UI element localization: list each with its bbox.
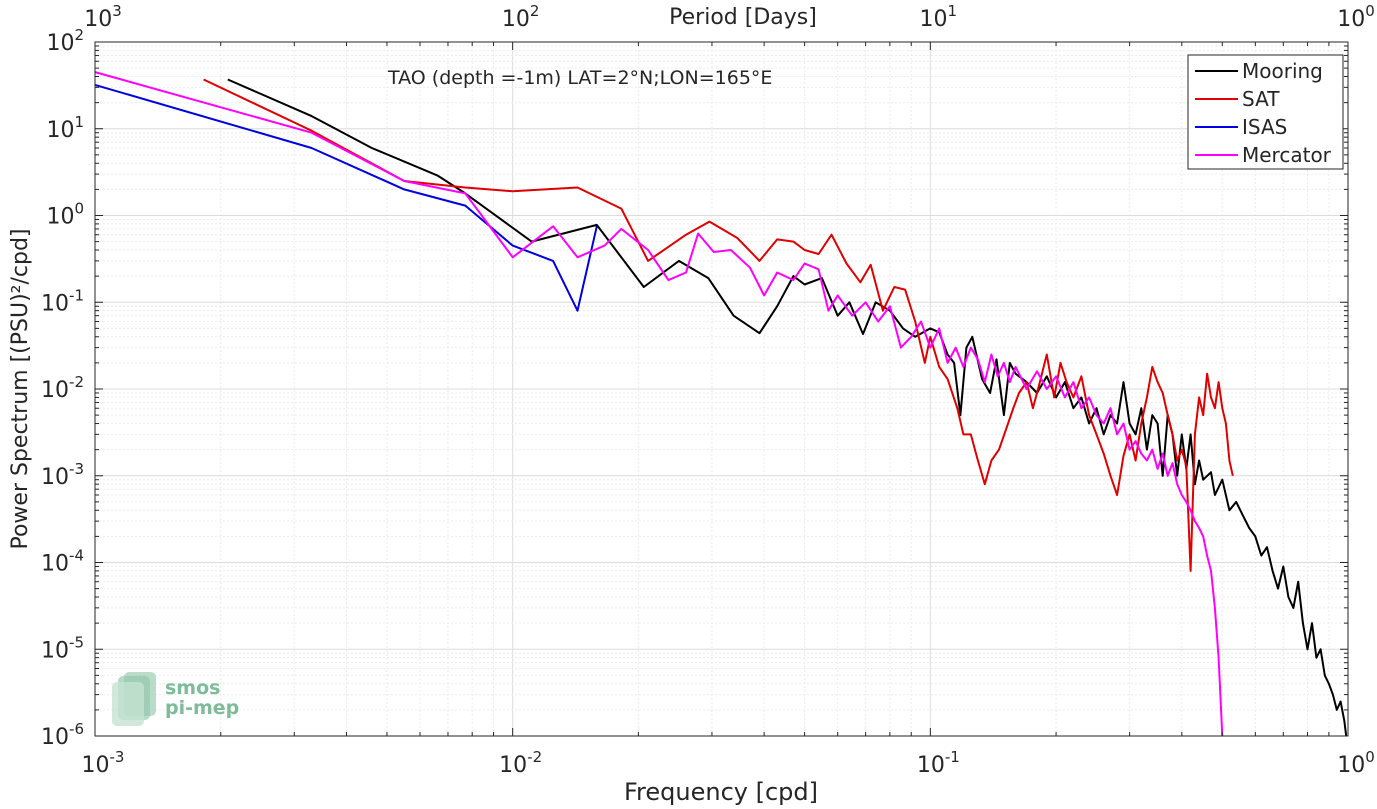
x-tick-label: 100 bbox=[1337, 748, 1375, 778]
chart-title: TAO (depth =-1m) LAT=2°N;LON=165°E bbox=[387, 67, 772, 89]
y-tick-label: 102 bbox=[46, 26, 84, 56]
legend-label-isas: ISAS bbox=[1242, 115, 1287, 139]
top-tick-label: 100 bbox=[1337, 2, 1375, 32]
x-axis-label: Frequency [cpd] bbox=[624, 778, 818, 806]
y-tick-label: 10-2 bbox=[41, 373, 84, 403]
series-line-mooring bbox=[227, 78, 1348, 737]
logo-mark-icon bbox=[112, 672, 156, 726]
legend-label-mooring: Mooring bbox=[1242, 59, 1323, 83]
y-tick-label: 10-4 bbox=[41, 547, 84, 577]
top-tick-label: 103 bbox=[84, 2, 122, 32]
top-tick-label: 101 bbox=[920, 2, 958, 32]
y-tick-label: 10-5 bbox=[41, 633, 84, 663]
top-tick-label: 102 bbox=[502, 2, 540, 32]
legend-label-mercator: Mercator bbox=[1242, 143, 1332, 167]
legend: Mooring SAT ISAS Mercator bbox=[1187, 54, 1344, 170]
y-tick-label: 10-6 bbox=[41, 720, 84, 750]
legend-box bbox=[1187, 54, 1344, 170]
y-tick-label: 101 bbox=[46, 113, 84, 143]
logo-text-smos: smos bbox=[165, 677, 220, 699]
top-axis-label: Period [Days] bbox=[669, 5, 817, 30]
logo-text-pimep: pi-mep bbox=[165, 697, 239, 719]
grid bbox=[94, 42, 1348, 737]
legend-label-sat: SAT bbox=[1242, 87, 1280, 111]
ticks bbox=[94, 42, 1348, 737]
x-tick-label: 10-1 bbox=[917, 748, 960, 778]
series-line-mercator bbox=[94, 71, 1224, 737]
y-axis-label: Power Spectrum [(PSU)²/cpd] bbox=[8, 228, 33, 549]
x-tick-label: 10-2 bbox=[499, 748, 542, 778]
y-tick-label: 10-3 bbox=[41, 460, 84, 490]
series-line-sat bbox=[203, 78, 1234, 572]
legend-items: Mooring SAT ISAS Mercator bbox=[1195, 59, 1332, 167]
y-tick-label: 100 bbox=[46, 200, 84, 230]
plot-series bbox=[94, 71, 1348, 737]
x-tick-label: 10-3 bbox=[82, 748, 125, 778]
y-tick-label: 10-1 bbox=[41, 286, 84, 316]
logo: smos pi-mep bbox=[112, 672, 239, 726]
